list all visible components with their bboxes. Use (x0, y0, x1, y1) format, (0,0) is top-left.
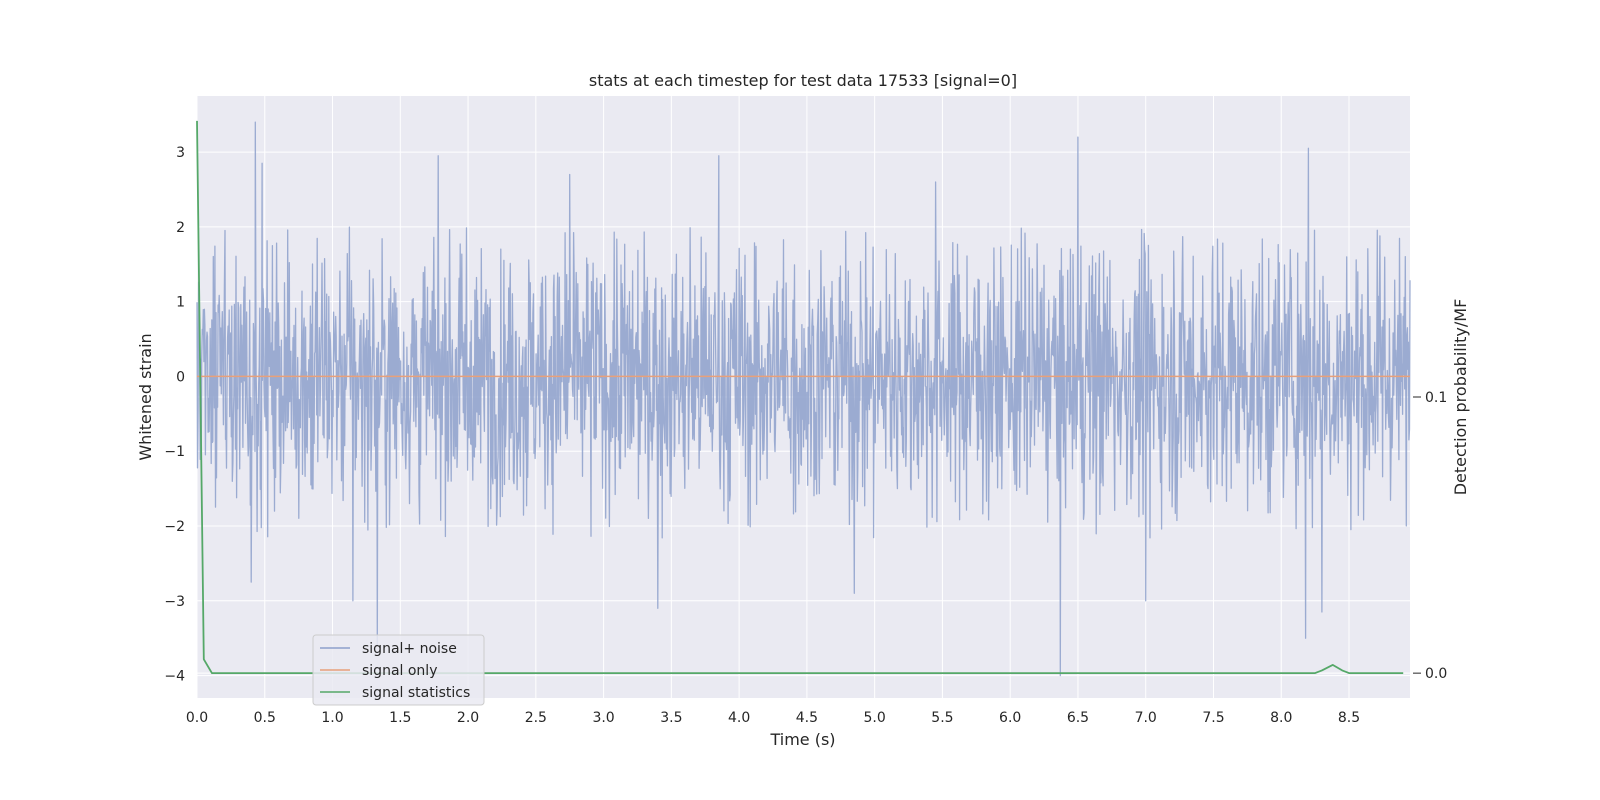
legend-label-signal-noise: signal+ noise (362, 641, 457, 657)
series-layer (196, 120, 1411, 677)
x-tick-label: 6.0 (999, 710, 1021, 726)
legend-label-signal-only: signal only (362, 663, 437, 679)
series-line-signal-noise (196, 121, 1411, 677)
x-tick-label: 1.5 (389, 710, 411, 726)
y-tick-label: 0 (176, 369, 185, 385)
y-axis-left: 3 2 1 0 −1 −2 −3 −4 (164, 145, 185, 684)
x-tick-label: 0.5 (254, 710, 276, 726)
x-tick-label: 3.5 (660, 710, 682, 726)
series-line-signal-statistics (196, 120, 1404, 674)
x-tick-label: 7.5 (1202, 710, 1224, 726)
x-tick-label: 8.5 (1338, 710, 1360, 726)
y2-axis-title: Detection probability/MF (1451, 299, 1470, 496)
x-tick-label: 6.5 (1067, 710, 1089, 726)
y-tick-label: 2 (176, 220, 185, 236)
y-tick-label: 3 (176, 145, 185, 161)
x-tick-label: 3.0 (592, 710, 614, 726)
legend-label-signal-statistics: signal statistics (362, 685, 470, 701)
y-tick-label: −3 (164, 594, 185, 610)
y-tick-label: 1 (176, 295, 185, 311)
y-axis-right: 0.1 0.0 (1413, 390, 1447, 682)
chart-title: stats at each timestep for test data 175… (589, 71, 1017, 90)
y2-tick-label: 0.1 (1425, 390, 1447, 406)
x-tick-label: 8.0 (1270, 710, 1292, 726)
x-axis-title: Time (s) (769, 730, 835, 749)
x-tick-label: 7.0 (1135, 710, 1157, 726)
legend: signal+ noise signal only signal statist… (312, 634, 485, 706)
y-tick-label: −1 (164, 444, 185, 460)
x-axis: 0.0 0.5 1.0 1.5 2.0 2.5 3.0 3.5 4.0 4.5 5.0 5.5 6.0 6… (186, 710, 1360, 726)
x-tick-label: 4.5 (796, 710, 818, 726)
x-tick-label: 4.0 (728, 710, 750, 726)
x-tick-label: 2.0 (457, 710, 479, 726)
x-tick-label: 2.5 (525, 710, 547, 726)
y-axis-title: Whitened strain (136, 333, 155, 460)
x-tick-label: 5.5 (931, 710, 953, 726)
x-tick-label: 5.0 (864, 710, 886, 726)
y-tick-label: −4 (164, 669, 185, 685)
legend-box (312, 634, 485, 706)
x-tick-label: 0.0 (186, 710, 208, 726)
y2-tick-label: 0.0 (1425, 666, 1447, 682)
y-tick-label: −2 (164, 519, 185, 535)
x-tick-label: 1.0 (321, 710, 343, 726)
